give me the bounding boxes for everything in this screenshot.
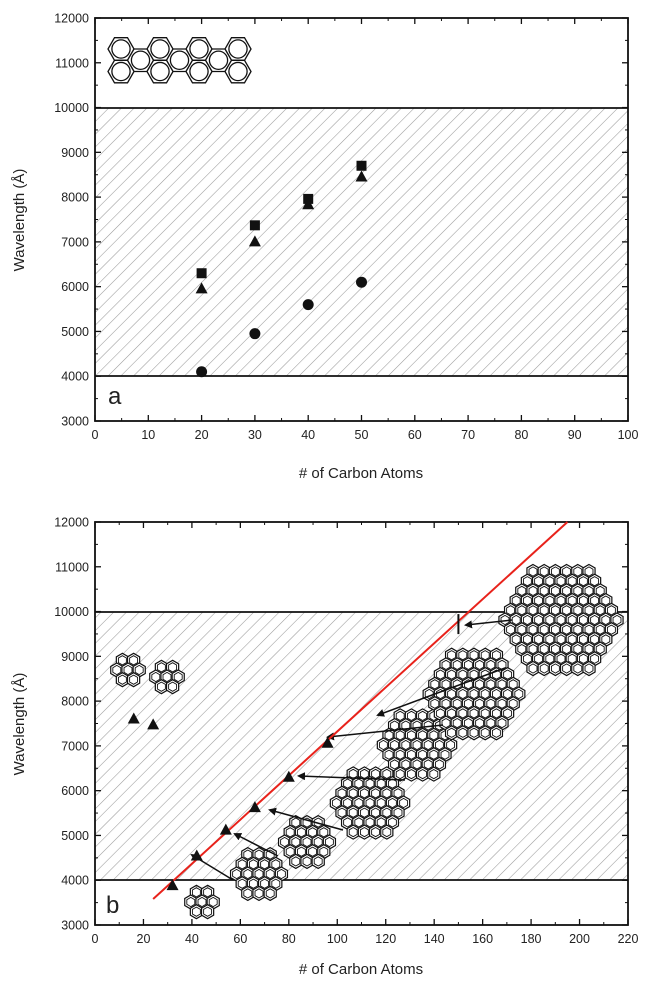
small-pah-molecule-icon xyxy=(184,884,220,920)
y-tick-label: 6000 xyxy=(61,784,89,798)
small-pah-molecule-icon xyxy=(149,659,185,695)
x-tick-label: 160 xyxy=(472,932,493,946)
triangle-marker xyxy=(195,282,208,294)
arrows xyxy=(190,619,513,881)
panel-label-b: b xyxy=(106,892,119,919)
circle-marker xyxy=(249,328,261,340)
axis-ticks: 0 20 40 60 80 100 120 140 160 180 200 220 3000 4000 50… xyxy=(54,516,638,947)
y-tick-label: 4000 xyxy=(61,370,89,384)
y-axis-title: Wavelength (Å) xyxy=(11,169,28,272)
x-tick-label: 100 xyxy=(618,428,639,442)
triangle-marker xyxy=(321,736,334,748)
square-marker xyxy=(249,220,260,231)
x-tick-label: 100 xyxy=(327,932,348,946)
pointer-arrow xyxy=(376,667,506,717)
triangle-marker xyxy=(166,879,179,891)
x-tick-label: 80 xyxy=(514,428,528,442)
x-tick-label: 140 xyxy=(424,932,445,946)
small-pah-molecule-icon xyxy=(110,652,146,688)
triangle-marker xyxy=(248,235,261,247)
axis-ticks: 0 10 20 30 40 50 60 70 80 90 100 3000 4000 5000 6000 70… xyxy=(54,12,638,443)
x-tick-label: 60 xyxy=(233,932,247,946)
x-tick-label: 40 xyxy=(301,428,315,442)
y-tick-label: 3000 xyxy=(61,415,89,429)
y-tick-label: 5000 xyxy=(61,325,89,339)
x-axis-title: # of Carbon Atoms xyxy=(299,465,423,482)
x-tick-label: 10 xyxy=(141,428,155,442)
triangle-marker xyxy=(127,712,140,724)
linear-polyacene-molecule-icon xyxy=(107,37,252,84)
x-tick-label: 40 xyxy=(185,932,199,946)
y-axis-title: Wavelength (Å) xyxy=(11,673,28,776)
pointer-arrow xyxy=(268,807,344,831)
fit-line xyxy=(152,521,569,900)
data-points xyxy=(127,712,334,891)
x-tick-label: 200 xyxy=(569,932,590,946)
triangle-marker xyxy=(282,770,295,782)
y-tick-label: 6000 xyxy=(61,280,89,294)
square-marker xyxy=(356,160,367,171)
triangle-marker xyxy=(147,718,160,730)
y-tick-label: 4000 xyxy=(61,874,89,888)
x-tick-label: 80 xyxy=(282,932,296,946)
y-tick-label: 5000 xyxy=(61,829,89,843)
y-tick-label: 8000 xyxy=(61,191,89,205)
x-tick-label: 50 xyxy=(355,428,369,442)
y-tick-label: 10000 xyxy=(54,605,89,619)
pointer-arrow xyxy=(233,833,279,857)
pointer-arrow xyxy=(464,619,513,629)
y-tick-label: 11000 xyxy=(55,56,89,70)
y-tick-label: 9000 xyxy=(61,650,89,664)
shaded-band xyxy=(95,108,628,376)
y-tick-label: 3000 xyxy=(61,919,89,933)
y-tick-label: 7000 xyxy=(61,235,89,249)
square-marker xyxy=(196,268,207,279)
y-tick-label: 7000 xyxy=(61,739,89,753)
triangle-marker xyxy=(190,849,203,861)
triangle-marker xyxy=(302,198,315,210)
pointer-arrow xyxy=(326,724,444,741)
y-tick-label: 12000 xyxy=(54,12,89,26)
y-tick-label: 11000 xyxy=(55,560,89,574)
circle-marker xyxy=(196,366,208,378)
x-tick-label: 30 xyxy=(248,428,262,442)
circle-marker xyxy=(302,299,314,311)
x-tick-label: 0 xyxy=(92,428,99,442)
y-tick-label: 10000 xyxy=(54,101,89,115)
triangle-marker xyxy=(248,801,261,813)
x-tick-label: 180 xyxy=(521,932,542,946)
x-tick-label: 20 xyxy=(195,428,209,442)
triangle-marker xyxy=(355,170,368,182)
x-tick-label: 90 xyxy=(568,428,582,442)
pointer-arrow xyxy=(297,772,406,781)
y-tick-label: 9000 xyxy=(61,146,89,160)
circle-marker xyxy=(356,276,367,288)
x-tick-label: 0 xyxy=(92,932,99,946)
panel-label-a: a xyxy=(108,383,122,410)
x-tick-label: 70 xyxy=(461,428,475,442)
x-tick-label: 120 xyxy=(375,932,396,946)
y-tick-label: 8000 xyxy=(61,695,89,709)
y-tick-label: 12000 xyxy=(54,516,89,530)
triangle-marker xyxy=(219,823,232,835)
chart-panel-a: 0 10 20 30 40 50 60 70 80 90 100 3000 4000 5000 6000 70… xyxy=(11,12,638,483)
x-tick-label: 20 xyxy=(137,932,151,946)
x-tick-label: 60 xyxy=(408,428,422,442)
x-tick-label: 220 xyxy=(618,932,639,946)
x-axis-title: # of Carbon Atoms xyxy=(299,961,423,978)
data-points xyxy=(195,160,368,378)
chart-panel-b: 0 20 40 60 80 100 120 140 160 180 200 220 3000 4000 50… xyxy=(11,516,638,979)
